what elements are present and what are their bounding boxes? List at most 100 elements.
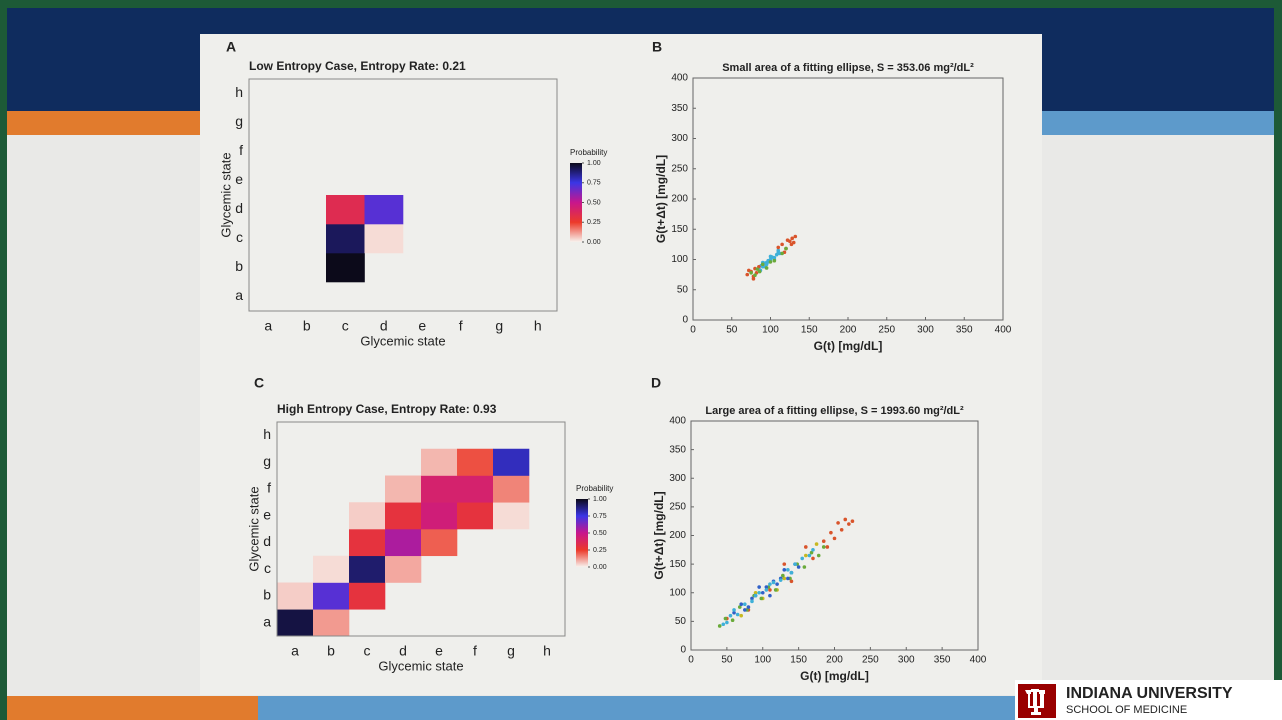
heat-cell <box>349 529 386 557</box>
scatter-point <box>743 602 747 606</box>
scatter-point <box>764 585 769 589</box>
scatter-point <box>753 593 758 598</box>
x-tick-label: 150 <box>801 325 818 336</box>
scatter-point <box>776 245 781 250</box>
footer-orange <box>7 696 258 720</box>
heat-cell <box>457 475 494 503</box>
scatter-point <box>768 582 772 586</box>
scatter-point <box>757 590 761 595</box>
colorbar-tick-label: 1.00 <box>587 160 601 167</box>
x-axis-label: Glycemic state <box>360 333 445 348</box>
y-tick-label: 250 <box>669 502 686 513</box>
y-tick-label: 350 <box>671 103 688 114</box>
logo-name: INDIANA UNIVERSITY <box>1066 685 1233 702</box>
scatter-point <box>737 605 742 609</box>
y-tick-label: 250 <box>671 163 688 174</box>
heat-cell <box>385 502 422 530</box>
scatter-point <box>789 570 794 575</box>
y-tick-label: 0 <box>680 645 686 656</box>
x-tick-label: b <box>303 318 311 334</box>
y-tick-label: c <box>264 560 271 576</box>
heat-cell <box>277 609 314 637</box>
heat-cell <box>493 448 530 476</box>
x-tick-label: a <box>264 318 272 334</box>
scatter-point <box>781 573 785 578</box>
x-tick-label: 0 <box>688 655 694 666</box>
x-tick-label: g <box>495 318 503 334</box>
x-tick-label: 100 <box>754 655 771 666</box>
y-tick-label: b <box>263 587 271 603</box>
scatter-point <box>764 588 769 592</box>
y-tick-label: e <box>235 171 243 187</box>
heat-cell <box>385 529 422 557</box>
scatter-point <box>789 242 794 247</box>
y-tick-label: 0 <box>682 315 688 326</box>
scatter-point <box>786 576 790 581</box>
scatter-point <box>832 536 837 541</box>
y-tick-label: f <box>267 480 271 496</box>
scatter-point <box>739 602 744 606</box>
x-tick-label: 50 <box>726 325 738 336</box>
scatter-point <box>782 576 787 581</box>
scatter-point <box>790 236 794 241</box>
colorbar <box>570 163 582 242</box>
plot-frame <box>248 78 558 312</box>
y-axis-label: G(t+Δt) [mg/dL] <box>654 155 668 243</box>
y-tick-label: 300 <box>669 473 686 484</box>
x-axis-label: G(t) [mg/dL] <box>814 339 883 353</box>
logo-area <box>1015 680 1282 720</box>
scatter-point <box>757 585 761 589</box>
y-tick-label: d <box>235 200 243 216</box>
scatter-point <box>811 556 815 561</box>
scatter-point <box>760 590 765 595</box>
scatter-point <box>735 612 740 617</box>
chart-title: Low Entropy Case, Entropy Rate: 0.21 <box>249 59 466 73</box>
x-tick-label: g <box>507 643 515 659</box>
colorbar-tick-label: 0.25 <box>593 547 607 554</box>
scatter-point <box>775 582 779 586</box>
scatter-point <box>751 277 756 281</box>
scatter-point <box>802 565 807 569</box>
scatter-point <box>717 624 722 628</box>
y-tick-label: 150 <box>669 559 686 570</box>
y-tick-label: a <box>263 613 271 629</box>
x-tick-label: 400 <box>970 655 987 666</box>
heat-cell <box>493 475 530 503</box>
scatter-point <box>811 548 815 552</box>
y-tick-label: 300 <box>671 133 688 144</box>
logo-subtitle: SCHOOL OF MEDICINE <box>1066 704 1187 716</box>
x-axis-label: Glycemic state <box>378 658 463 673</box>
scatter-point <box>723 616 728 621</box>
heat-cell <box>326 224 365 254</box>
heat-cell <box>326 253 365 283</box>
scatter-point <box>784 246 788 251</box>
scatter-point <box>804 545 808 549</box>
scatter-point <box>757 269 762 274</box>
heat-cell <box>326 195 365 225</box>
scatter-point <box>745 272 750 277</box>
scatter-point <box>782 568 787 572</box>
heat-cell <box>349 502 386 530</box>
x-tick-label: 300 <box>898 655 915 666</box>
scatter-point <box>753 273 757 278</box>
x-tick-label: d <box>399 643 407 659</box>
colorbar-tick-label: 0.00 <box>593 564 607 571</box>
scatter-point <box>725 620 729 625</box>
y-tick-label: g <box>263 453 271 469</box>
heat-cell <box>313 609 350 637</box>
heat-cell <box>313 582 350 610</box>
logo-trident <box>1025 689 1045 715</box>
y-tick-label: 200 <box>669 530 686 541</box>
scatter-point <box>768 593 772 598</box>
scatter-point <box>750 596 754 601</box>
x-tick-label: b <box>327 643 335 659</box>
x-tick-label: 150 <box>790 655 807 666</box>
x-tick-label: 300 <box>917 325 934 336</box>
heat-cell <box>457 448 494 476</box>
scatter-point <box>732 610 736 615</box>
scatter-point <box>816 553 821 558</box>
y-axis-label: Glycemic state <box>218 152 233 237</box>
x-axis-label: G(t) [mg/dL] <box>800 669 869 683</box>
x-tick-label: c <box>342 318 349 334</box>
